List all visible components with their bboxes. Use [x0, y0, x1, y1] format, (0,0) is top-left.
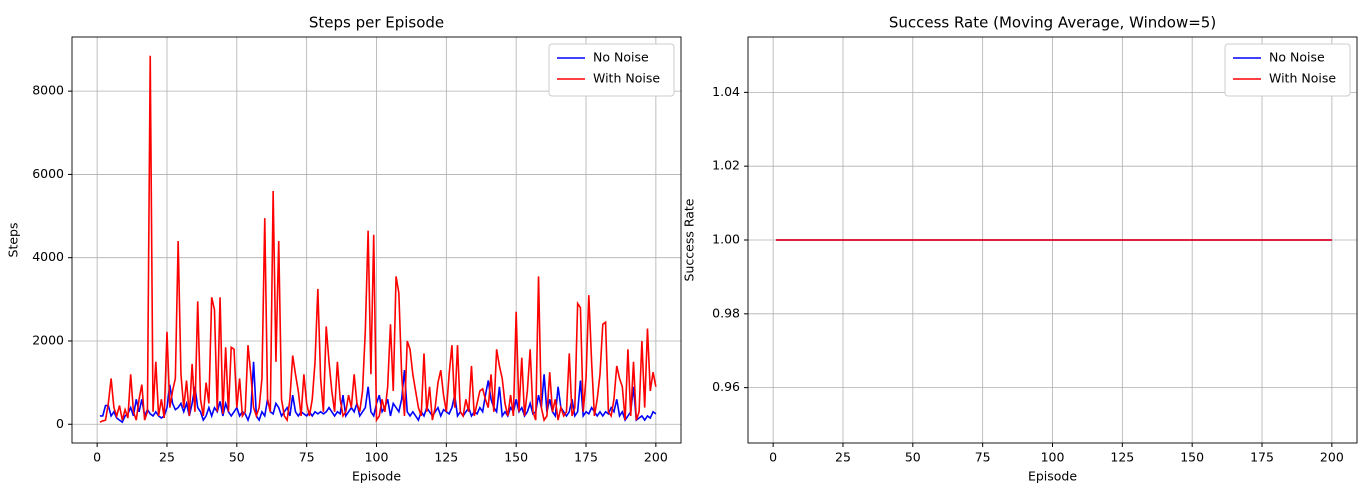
- x-axis-label: Episode: [1028, 469, 1077, 484]
- x-tick-label: 0: [93, 450, 101, 465]
- x-tick-label: 150: [1180, 450, 1204, 465]
- data-line: [99, 55, 657, 423]
- legend-box: [548, 43, 675, 97]
- x-tick-label: 25: [835, 450, 851, 465]
- y-tick-label: 0.98: [712, 305, 740, 320]
- y-axis-label: Steps: [6, 223, 21, 258]
- axes-frame: [747, 36, 1358, 444]
- legend-label: With Noise: [593, 71, 660, 86]
- x-tick-label: 100: [1041, 450, 1065, 465]
- legend-box: [1224, 43, 1351, 97]
- x-tick-label: 50: [229, 450, 245, 465]
- x-tick-label: 200: [1320, 450, 1344, 465]
- chart-title: Success Rate (Moving Average, Window=5): [889, 14, 1216, 32]
- legend-label: With Noise: [1269, 71, 1336, 86]
- y-tick-label: 1.02: [712, 158, 740, 173]
- x-tick-label: 50: [905, 450, 921, 465]
- x-tick-label: 200: [644, 450, 668, 465]
- y-tick-label: 4000: [32, 249, 64, 264]
- x-tick-label: 125: [434, 450, 458, 465]
- data-line: [99, 361, 657, 424]
- x-tick-label: 75: [299, 450, 315, 465]
- x-tick-label: 75: [975, 450, 991, 465]
- chart-title: Steps per Episode: [309, 14, 444, 32]
- y-axis-label: Success Rate: [682, 198, 697, 281]
- axes-frame: [71, 36, 682, 444]
- legend-label: No Noise: [1269, 50, 1325, 65]
- y-tick-label: 1.00: [712, 232, 740, 247]
- y-tick-label: 6000: [32, 166, 64, 181]
- x-tick-label: 175: [1250, 450, 1274, 465]
- x-axis-label: Episode: [352, 469, 401, 484]
- y-tick-label: 0: [56, 416, 64, 431]
- x-tick-label: 175: [574, 450, 598, 465]
- y-tick-label: 8000: [32, 83, 64, 98]
- y-tick-label: 1.04: [712, 84, 740, 99]
- y-tick-label: 0.96: [712, 379, 740, 394]
- x-tick-label: 0: [769, 450, 777, 465]
- y-tick-label: 2000: [32, 332, 64, 347]
- legend-label: No Noise: [593, 50, 649, 65]
- x-tick-label: 100: [365, 450, 389, 465]
- x-tick-label: 25: [159, 450, 175, 465]
- x-tick-label: 125: [1110, 450, 1134, 465]
- x-tick-label: 150: [504, 450, 528, 465]
